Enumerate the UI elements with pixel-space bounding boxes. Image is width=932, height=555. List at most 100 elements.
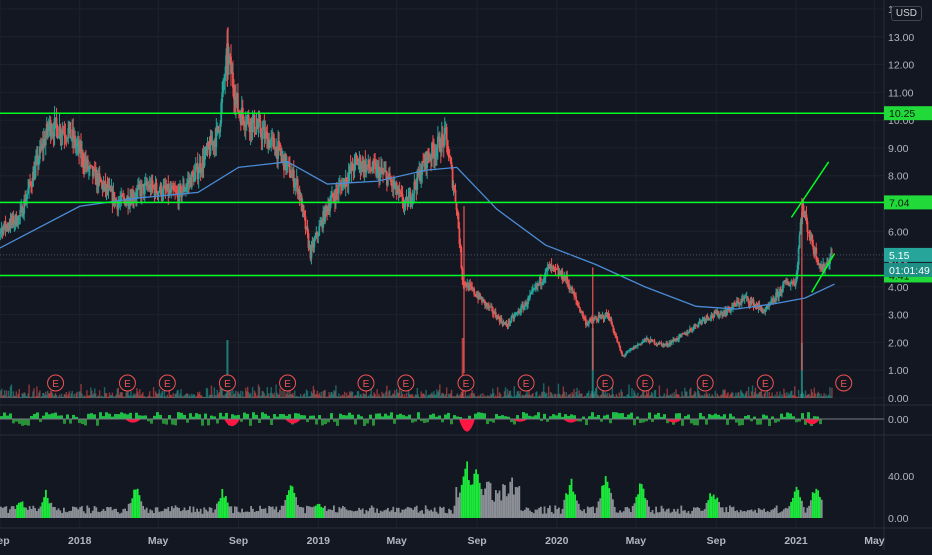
price-tick: 12.00 [888, 60, 914, 72]
histogram-bar [79, 507, 81, 518]
oscillator-bar [375, 414, 378, 419]
histogram-bar [144, 509, 146, 518]
histogram-bar [203, 507, 205, 518]
histogram-bar [815, 489, 817, 518]
oscillator-bar [522, 412, 525, 419]
oscillator-bar [618, 413, 621, 419]
oscillator-bar [609, 419, 612, 423]
histogram-bar [223, 497, 225, 518]
histogram-bar [716, 498, 718, 518]
earnings-marker: E [159, 375, 175, 391]
histogram-bar [104, 511, 106, 518]
histogram-bar [680, 506, 682, 518]
histogram-bar [180, 511, 182, 518]
histogram-bar [67, 512, 69, 518]
histogram-bar [468, 480, 470, 518]
histogram-bar [227, 503, 229, 518]
histogram-bar [142, 506, 144, 518]
oscillator-bar [741, 419, 744, 425]
oscillator-bar [417, 412, 420, 419]
histogram-bar [751, 509, 753, 518]
oscillator-bar [126, 414, 129, 419]
volume-bar [386, 386, 387, 398]
currency-button[interactable]: USD [891, 6, 922, 21]
oscillator-bar [402, 415, 405, 419]
histogram-bar [101, 511, 103, 518]
earnings-label: E [52, 379, 59, 390]
oscillator-bar [423, 419, 426, 423]
histogram-bar [749, 510, 751, 518]
histogram-bar [522, 511, 524, 518]
oscillator-bar [261, 412, 264, 419]
oscillator-bar [774, 419, 777, 423]
histogram-bar [266, 513, 268, 518]
oscillator-bar [630, 413, 633, 419]
earnings-label: E [702, 379, 709, 390]
histogram-bar [715, 499, 717, 518]
oscillator-bar [165, 419, 168, 425]
time-tick: May [148, 535, 169, 547]
histogram-bar [97, 512, 99, 518]
histogram-bar [671, 512, 673, 518]
oscillator-bar [396, 415, 399, 419]
histogram-bar [308, 506, 310, 518]
histogram-bar [122, 509, 124, 518]
histogram-bar [473, 474, 475, 518]
oscillator-bar [759, 419, 762, 425]
oscillator-bar [123, 414, 126, 419]
oscillator-bar [450, 419, 453, 424]
oscillator-bar [168, 415, 171, 419]
histogram-bar [808, 506, 810, 518]
histogram-bar [527, 508, 529, 518]
oscillator-dip [224, 419, 240, 426]
histogram-bar [457, 497, 459, 518]
histogram-bar [774, 508, 776, 518]
histogram-bar [673, 509, 675, 518]
histogram-bar [281, 506, 283, 518]
histogram-bar [562, 509, 564, 518]
histogram-bar [261, 509, 263, 518]
histogram-bar [398, 508, 400, 518]
histogram-bar [169, 511, 171, 518]
oscillator-bar [186, 419, 189, 423]
time-tick: May [864, 535, 885, 547]
histogram-bar [576, 501, 578, 518]
histogram-bar [20, 502, 22, 518]
earnings-label: E [224, 379, 231, 390]
oscillator-bar [129, 413, 132, 419]
histogram-bar [85, 513, 87, 518]
oscillator-bar [321, 419, 324, 425]
histogram-bar [27, 510, 29, 518]
histogram-bar [484, 489, 486, 518]
oscillator-bar [723, 414, 726, 419]
histogram-bar [409, 507, 411, 518]
volume-bar [548, 386, 549, 398]
histogram-bar [189, 506, 191, 518]
histogram-bar [205, 510, 207, 518]
histogram-bar [59, 510, 61, 518]
histogram-bar [742, 511, 744, 518]
histogram-bar [738, 512, 740, 518]
histogram-bar [439, 507, 441, 518]
oscillator-bar [219, 413, 222, 419]
oscillator-bar [312, 416, 315, 419]
histogram-bar [333, 505, 335, 518]
oscillator-bar [432, 414, 435, 419]
oscillator-bar [189, 413, 192, 419]
histogram-bar [360, 510, 362, 518]
histogram-bar [657, 512, 659, 518]
histogram-bar [234, 506, 236, 518]
histogram-bar [40, 506, 42, 518]
histogram-bar [178, 508, 180, 518]
histogram-bar [526, 507, 528, 518]
histogram-bar [772, 509, 774, 518]
histogram-bar [331, 510, 333, 518]
oscillator-bar [639, 419, 642, 423]
histogram-bar [256, 511, 258, 518]
histogram-bar [320, 507, 322, 518]
oscillator-bar [297, 413, 300, 419]
candle-body [198, 173, 200, 179]
oscillator-bar [483, 413, 486, 419]
